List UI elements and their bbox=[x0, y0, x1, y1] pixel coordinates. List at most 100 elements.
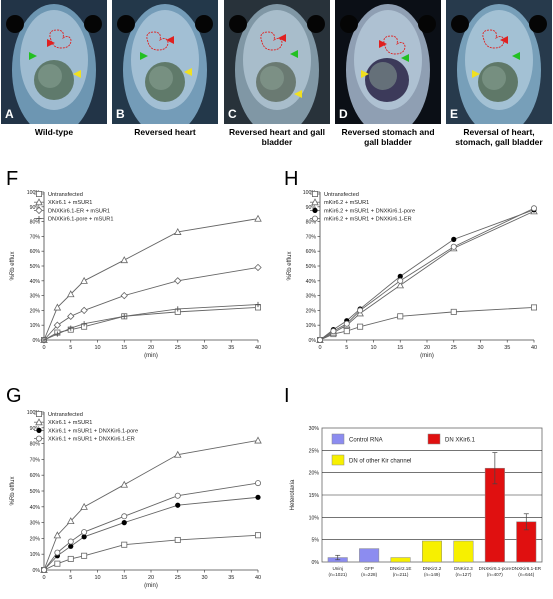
tadpole-image-a bbox=[1, 0, 107, 124]
series-1 bbox=[40, 214, 262, 343]
category-label: DNKir2.1E bbox=[390, 566, 412, 571]
square-marker bbox=[36, 191, 43, 197]
caption-c: Reversed heart and gall bladder bbox=[229, 127, 325, 147]
caption-a: Wild-type bbox=[34, 127, 74, 137]
y-tick-label: 10% bbox=[306, 323, 317, 329]
caption-e: Reversal of heart, stomach, gall bladder bbox=[455, 127, 543, 147]
y-tick-label: 70% bbox=[30, 457, 41, 463]
x-tick-label: 25 bbox=[451, 345, 457, 351]
y-axis-label: %Rb efflux bbox=[10, 477, 16, 506]
figure-letter-f: F bbox=[6, 168, 19, 190]
x-tick-label: 5 bbox=[345, 345, 348, 351]
legend-label: DNXKir6.1-pore + mSUR1 bbox=[48, 217, 113, 223]
triangle-marker bbox=[396, 281, 405, 289]
heart-arrowhead bbox=[500, 36, 508, 44]
filled-circle-marker bbox=[255, 494, 261, 500]
x-tick-label: 20 bbox=[148, 575, 154, 581]
x-tick-label: 15 bbox=[397, 345, 403, 351]
x-tick-label: 0 bbox=[42, 575, 45, 581]
caption-d: Reversed stomach and gall bladder bbox=[341, 127, 435, 147]
heart-outline bbox=[260, 31, 283, 51]
plus-marker bbox=[175, 306, 181, 312]
y-tick-label: 40% bbox=[30, 505, 41, 511]
triangle-marker bbox=[254, 214, 262, 222]
plus-marker bbox=[41, 337, 47, 343]
filled-circle-marker bbox=[121, 520, 127, 526]
legend-label: XKir6.1 + mSUR1 bbox=[48, 200, 92, 206]
y-tick-label: 80% bbox=[30, 220, 41, 226]
category-label: DNXKir6.1-pore bbox=[479, 566, 512, 571]
photo-panel-a: A bbox=[1, 0, 107, 124]
legend-label: mKir6.2 + mSUR1 + DNXKir6.1-pore bbox=[324, 208, 415, 214]
series-line bbox=[43, 496, 259, 571]
square-marker bbox=[343, 328, 350, 335]
x-tick-label: 5 bbox=[69, 575, 72, 581]
legend-label: DN XKir6.1 bbox=[445, 438, 476, 444]
plus-marker bbox=[68, 325, 74, 331]
y-tick-label: 50% bbox=[30, 264, 41, 270]
legend-entry-3: XKir6.1 + mSUR1 + DNXKir6.1-ER bbox=[34, 435, 135, 443]
triangle-marker bbox=[311, 198, 319, 206]
legend-label: Untransfected bbox=[324, 192, 359, 198]
gall-arrowhead bbox=[401, 54, 409, 62]
triangle-marker bbox=[66, 517, 75, 525]
plus-marker bbox=[36, 216, 42, 222]
legend-label: mKir6.2 + mSUR1 + DNXKir6.1-ER bbox=[324, 217, 412, 223]
left-eye bbox=[451, 15, 469, 33]
series-line bbox=[43, 304, 259, 341]
square-marker bbox=[36, 411, 43, 417]
panel-letter-c: C bbox=[228, 107, 237, 121]
square-marker bbox=[81, 552, 88, 559]
circle-marker bbox=[357, 307, 364, 314]
filled-circle-marker bbox=[175, 502, 181, 508]
filled-circle-marker bbox=[68, 543, 74, 549]
panel-letter-e: E bbox=[450, 107, 459, 121]
x-tick-label: 0 bbox=[318, 345, 321, 351]
photo-panel-e: E bbox=[446, 0, 552, 124]
square-marker bbox=[530, 304, 537, 311]
legend-entry-0: Control RNA bbox=[331, 433, 383, 445]
category-label: Uninj bbox=[332, 566, 342, 571]
x-tick-label: 35 bbox=[228, 575, 234, 581]
y-tick-label: 30% bbox=[306, 294, 317, 300]
category-n-label: (n=407) bbox=[487, 572, 503, 577]
y-tick-label: 90% bbox=[30, 426, 41, 432]
legend-label: XKir6.1 + mSUR1 bbox=[48, 420, 92, 426]
right-eye bbox=[418, 15, 436, 33]
triangle-marker bbox=[53, 303, 62, 311]
stomach-arrowhead bbox=[184, 68, 192, 76]
y-tick-label: 100% bbox=[303, 190, 317, 196]
triangle-marker bbox=[120, 480, 129, 488]
circle-marker bbox=[330, 328, 337, 335]
panel-letter-b: B bbox=[116, 107, 125, 121]
y-tick-label: 60% bbox=[30, 473, 41, 479]
y-tick-label: 100% bbox=[27, 410, 41, 416]
x-tick-label: 10 bbox=[370, 345, 376, 351]
tadpole-image-e bbox=[446, 0, 552, 124]
y-tick-label: 0% bbox=[33, 568, 41, 574]
x-tick-label: 40 bbox=[255, 575, 261, 581]
circle-marker bbox=[36, 435, 43, 442]
left-eye bbox=[229, 15, 247, 33]
right-eye bbox=[307, 15, 325, 33]
series-3 bbox=[41, 301, 261, 343]
x-tick-label: 0 bbox=[42, 345, 45, 351]
category-n-label: (n=1021) bbox=[328, 572, 347, 577]
diamond-marker bbox=[174, 277, 182, 285]
gut-highlight bbox=[369, 62, 397, 90]
series-2 bbox=[40, 263, 262, 344]
triangle-marker bbox=[120, 256, 129, 264]
category-label: GFP bbox=[364, 566, 373, 571]
y-tick-label: 0% bbox=[312, 560, 320, 566]
y-tick-label: 30% bbox=[309, 426, 320, 432]
series-line bbox=[43, 482, 259, 571]
tadpole-image-c bbox=[224, 0, 330, 124]
category-n-label: (n=127) bbox=[455, 572, 471, 577]
legend-swatch bbox=[331, 454, 345, 466]
circle-marker bbox=[343, 320, 350, 327]
x-tick-label: 40 bbox=[255, 345, 261, 351]
diamond-marker bbox=[67, 312, 75, 320]
caption-b: Reversed heart bbox=[134, 127, 196, 137]
series-3 bbox=[41, 480, 261, 573]
triangle-marker bbox=[66, 290, 75, 298]
